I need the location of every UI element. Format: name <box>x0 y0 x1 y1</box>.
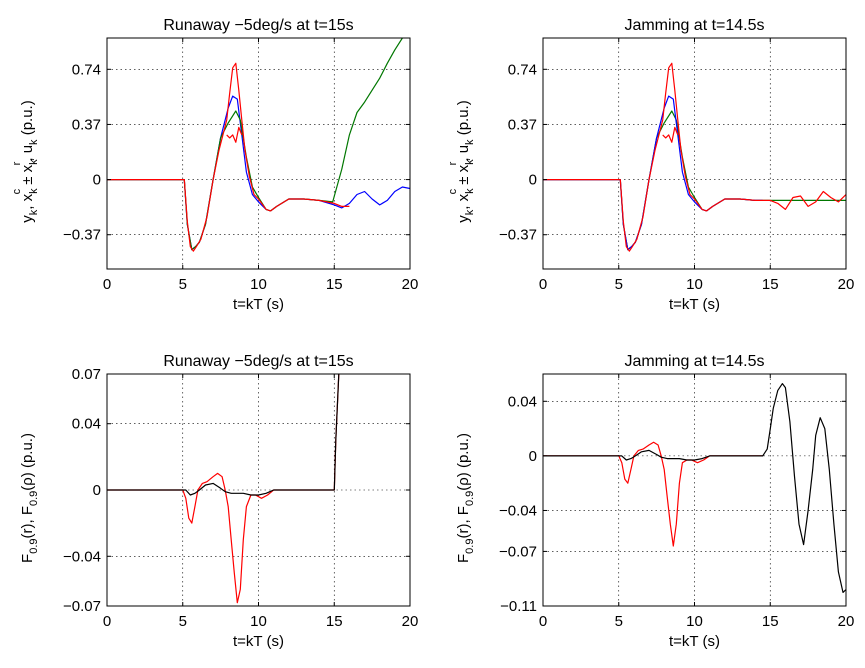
chart-title: Jamming at t=14.5s <box>624 17 764 34</box>
x-tick-label: 10 <box>686 276 703 293</box>
x-tick-label: 20 <box>838 276 855 293</box>
x-tick-label: 20 <box>402 613 419 630</box>
y-tick-label: 0 <box>529 448 537 465</box>
x-tick-label: 15 <box>326 276 343 293</box>
x-tick-label: 20 <box>402 276 419 293</box>
x-tick-label: 0 <box>103 613 111 630</box>
plot-frame <box>542 373 847 607</box>
series-line-3 <box>107 62 350 252</box>
x-tick-label: 5 <box>179 276 187 293</box>
y-tick-label: 0.74 <box>72 61 101 78</box>
x-tick-label: 5 <box>179 613 187 630</box>
series-line-1 <box>107 374 340 604</box>
x-tick-label: 10 <box>250 276 267 293</box>
y-axis-label: F0.9(r), F0.9(ρ) (p.u.) <box>455 433 476 563</box>
chart-title: Jamming at t=14.5s <box>624 353 764 370</box>
series-line-2 <box>107 374 340 496</box>
x-tick-label: 15 <box>326 613 343 630</box>
x-tick-label: 5 <box>615 613 623 630</box>
x-tick-label: 10 <box>250 613 267 630</box>
chart-title: Runaway −5deg/s at t=15s <box>163 353 353 370</box>
x-tick-label: 0 <box>539 613 547 630</box>
series-line-4 <box>662 126 679 143</box>
y-tick-label: 0 <box>93 482 101 499</box>
y-axis-label: yk, xkc ± xkr, uk (p.u.) <box>11 100 40 222</box>
y-tick-label: −0.04 <box>63 548 101 565</box>
x-axis-label: t=kT (s) <box>669 296 720 313</box>
y-tick-label: 0.04 <box>72 416 101 433</box>
x-tick-label: 10 <box>686 613 703 630</box>
x-axis-label: t=kT (s) <box>669 633 720 650</box>
y-tick-label: −0.07 <box>499 543 537 560</box>
chart-panel-4: 0 5 10 15 20 −0.11 −0.07 −0.04 0 0.04 Jamming at t… <box>455 353 854 650</box>
x-tick-label: 15 <box>762 613 779 630</box>
y-tick-label: 0.04 <box>508 393 537 410</box>
x-tick-label: 20 <box>838 613 855 630</box>
x-tick-label: 5 <box>615 276 623 293</box>
y-axis-label: F0.9(r), F0.9(ρ) (p.u.) <box>19 433 40 563</box>
x-axis-label: t=kT (s) <box>233 296 284 313</box>
y-tick-label: −0.37 <box>499 227 537 244</box>
chart-panel-2: 0 5 10 15 20 −0.37 0 0.37 0.74 Jamming at t=14.5s… <box>447 17 854 313</box>
y-tick-label: 0.74 <box>508 61 537 78</box>
series-line-2 <box>543 383 846 594</box>
y-tick-label: 0 <box>529 172 537 189</box>
series-line-3 <box>543 62 846 252</box>
y-tick-label: −0.11 <box>500 598 537 615</box>
y-tick-label: −0.37 <box>63 227 101 244</box>
y-tick-label: 0.07 <box>72 366 101 383</box>
series-line-1 <box>543 110 846 251</box>
x-tick-label: 15 <box>762 276 779 293</box>
y-tick-label: 0.37 <box>72 116 101 133</box>
chart-panel-1: 0 5 10 15 20 −0.37 0 0.37 0.74 Runaway −5deg/s at… <box>11 17 418 313</box>
series-line-2 <box>107 38 404 251</box>
series-line-2 <box>543 95 763 251</box>
y-axis-label: yk, xkc ± xkr, uk (p.u.) <box>447 100 476 222</box>
y-tick-label: 0.37 <box>508 116 537 133</box>
chart-panel-3: 0 5 10 15 20 −0.07 −0.04 0 0.04 0.07 Runaway −5deg… <box>19 353 418 650</box>
series-line-1 <box>543 441 763 547</box>
x-tick-label: 0 <box>539 276 547 293</box>
y-tick-label: 0 <box>93 172 101 189</box>
x-tick-label: 0 <box>103 276 111 293</box>
plot-frame <box>542 37 847 270</box>
series-line-4 <box>226 126 243 143</box>
chart-title: Runaway −5deg/s at t=15s <box>163 17 353 34</box>
y-tick-label: −0.07 <box>63 598 101 615</box>
plot-frame <box>106 37 411 270</box>
x-axis-label: t=kT (s) <box>233 633 284 650</box>
y-tick-label: −0.04 <box>499 502 537 519</box>
